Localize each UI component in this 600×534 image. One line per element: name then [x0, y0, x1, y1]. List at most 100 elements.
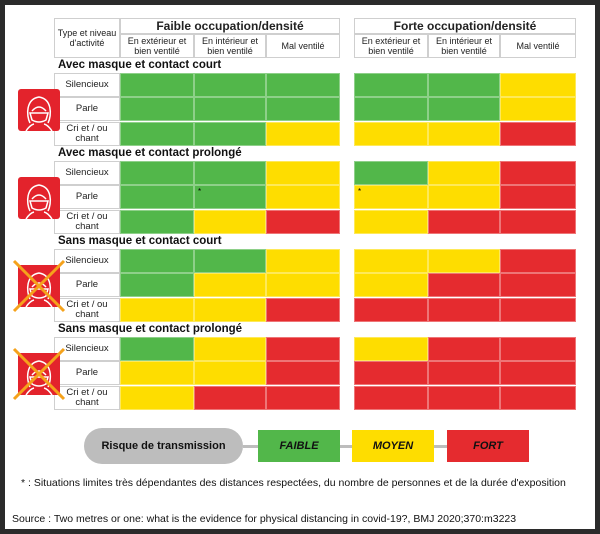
risk-cell-green: [120, 248, 194, 273]
risk-cell-green: [120, 336, 194, 361]
risk-cell-yellow: [266, 121, 340, 146]
risk-cell-yellow: [120, 385, 194, 410]
risk-cell-red: [266, 385, 340, 410]
row-label: Parle: [54, 361, 120, 385]
group-header-low: Faible occupation/densité: [120, 18, 340, 34]
col-header: En intérieur et bien ventilé: [428, 34, 500, 58]
risk-cell-green: [194, 97, 266, 121]
risk-cell-red: [500, 273, 576, 297]
risk-cell-green: [354, 160, 428, 185]
row-label: Parle: [54, 97, 120, 121]
risk-cell-red: [354, 385, 428, 410]
col-header: Mal ventilé: [500, 34, 576, 58]
risk-cell-green: [120, 185, 194, 209]
risk-cell-green: *: [194, 185, 266, 209]
risk-cell-green: [194, 121, 266, 146]
risk-cell-yellow: [266, 160, 340, 185]
risk-cell-yellow: [120, 361, 194, 385]
risk-infographic: Type et niveau d'activité Faible occupat…: [5, 5, 595, 529]
risk-cell-yellow: [266, 273, 340, 297]
row-label: Silencieux: [54, 72, 120, 97]
row-label: Silencieux: [54, 160, 120, 185]
legend-medium: MOYEN: [352, 430, 434, 462]
row-label: Silencieux: [54, 248, 120, 273]
risk-cell-green: [194, 248, 266, 273]
risk-cell-green: [428, 72, 500, 97]
risk-cell-red: [266, 297, 340, 322]
risk-cell-green: [428, 97, 500, 121]
risk-cell-yellow: [194, 209, 266, 234]
risk-cell-yellow: [266, 185, 340, 209]
row-label: Silencieux: [54, 336, 120, 361]
risk-cell-green: [266, 97, 340, 121]
risk-cell-red: [500, 185, 576, 209]
risk-cell-red: [266, 361, 340, 385]
risk-cell-yellow: [194, 297, 266, 322]
risk-cell-green: [120, 209, 194, 234]
risk-cell-yellow: [120, 297, 194, 322]
risk-cell-yellow: *: [354, 185, 428, 209]
section-title: Avec masque et contact court: [58, 59, 222, 71]
risk-cell-yellow: [500, 72, 576, 97]
crossed-mask-face-icon: [12, 347, 66, 400]
risk-cell-red: [500, 361, 576, 385]
risk-cell-yellow: [354, 273, 428, 297]
col-header: Mal ventilé: [266, 34, 340, 58]
col-header: En extérieur et bien ventilé: [354, 34, 428, 58]
risk-cell-red: [266, 209, 340, 234]
risk-cell-yellow: [354, 336, 428, 361]
risk-cell-green: [354, 97, 428, 121]
risk-cell-yellow: [194, 361, 266, 385]
risk-cell-red: [500, 160, 576, 185]
source-citation: Source : Two metres or one: what is the …: [12, 513, 517, 525]
risk-cell-red: [354, 361, 428, 385]
legend-high: FORT: [447, 430, 529, 462]
risk-cell-yellow: [354, 248, 428, 273]
risk-cell-green: [194, 72, 266, 97]
risk-cell-red: [428, 361, 500, 385]
risk-cell-red: [428, 209, 500, 234]
group-header-high: Forte occupation/densité: [354, 18, 576, 34]
row-label: Cri et / ou chant: [54, 209, 120, 234]
risk-cell-yellow: [428, 185, 500, 209]
risk-cell-green: [120, 273, 194, 297]
section-title: Sans masque et contact prolongé: [58, 323, 243, 335]
risk-cell-yellow: [354, 209, 428, 234]
risk-cell-yellow: [428, 248, 500, 273]
risk-cell-red: [500, 121, 576, 146]
risk-cell-red: [428, 297, 500, 322]
row-label: Cri et / ou chant: [54, 121, 120, 146]
risk-cell-yellow: [354, 121, 428, 146]
row-label: Parle: [54, 273, 120, 297]
masked-face-icon: [18, 176, 60, 220]
risk-cell-red: [500, 336, 576, 361]
risk-cell-yellow: [266, 248, 340, 273]
risk-cell-green: [266, 72, 340, 97]
risk-cell-red: [194, 385, 266, 410]
risk-cell-green: [354, 72, 428, 97]
risk-cell-red: [500, 209, 576, 234]
risk-cell-red: [428, 273, 500, 297]
risk-cell-red: [500, 248, 576, 273]
risk-cell-yellow: [194, 273, 266, 297]
footnote: * : Situations limites très dépendantes …: [21, 477, 566, 489]
col-header: En extérieur et bien ventilé: [120, 34, 194, 58]
col-header: En intérieur et bien ventilé: [194, 34, 266, 58]
risk-cell-yellow: [428, 121, 500, 146]
risk-cell-yellow: [194, 336, 266, 361]
risk-cell-red: [428, 385, 500, 410]
section-title: Sans masque et contact court: [58, 235, 222, 247]
crossed-mask-face-icon: [12, 259, 66, 312]
risk-cell-green: [120, 121, 194, 146]
risk-cell-yellow: [428, 160, 500, 185]
risk-cell-green: [120, 160, 194, 185]
risk-cell-red: [500, 297, 576, 322]
section-title: Avec masque et contact prolongé: [58, 147, 242, 159]
legend-title: Risque de transmission: [84, 428, 243, 464]
risk-cell-green: [120, 97, 194, 121]
risk-cell-red: [500, 385, 576, 410]
risk-cell-red: [266, 336, 340, 361]
risk-cell-yellow: [500, 97, 576, 121]
risk-cell-red: [354, 297, 428, 322]
risk-cell-green: [120, 72, 194, 97]
